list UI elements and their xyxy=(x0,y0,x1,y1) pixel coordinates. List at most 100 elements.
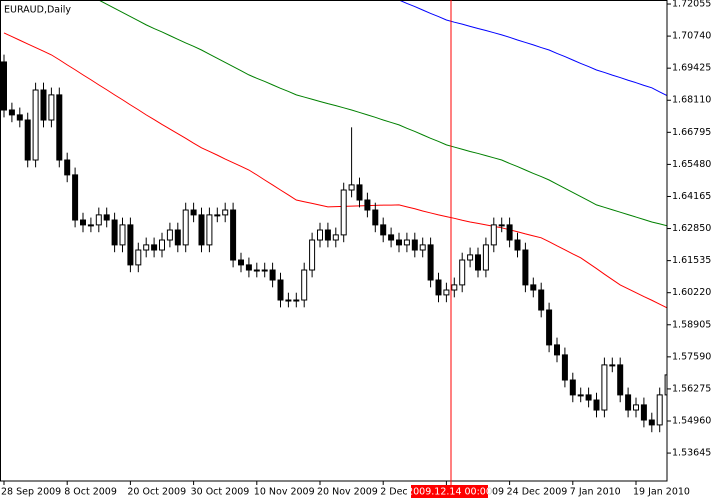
candle-body xyxy=(411,239,418,251)
y-tick-label: 1.56275 xyxy=(672,383,711,394)
candle-body xyxy=(593,399,600,411)
candle-body xyxy=(348,184,355,191)
x-tick-label: 7 Jan 2010 xyxy=(570,487,621,498)
candle-body xyxy=(617,364,624,396)
candle-body xyxy=(467,254,474,261)
candle-body xyxy=(72,174,79,221)
crosshair-label-box xyxy=(411,485,488,498)
candle-body xyxy=(48,94,55,121)
candle-body xyxy=(648,419,655,426)
candle-body xyxy=(403,239,410,246)
plot-border xyxy=(0,0,668,482)
candle-body xyxy=(87,224,94,227)
candle-body xyxy=(253,269,260,272)
axes: 1.72055 1.70740 1.69425 1.68110 1.66795 1.654… xyxy=(1,0,711,498)
candle-body xyxy=(372,209,379,226)
x-tick-label: 20 Oct 2009 xyxy=(127,487,186,498)
candle-body xyxy=(16,114,23,121)
candle-body xyxy=(538,289,545,311)
candle-body xyxy=(293,299,300,302)
candle-body xyxy=(127,224,134,266)
x-tick-label: 8 Oct 2009 xyxy=(64,487,117,498)
candle-body xyxy=(285,299,292,302)
chart-title: EURAUD,Daily xyxy=(4,5,71,16)
candle-body xyxy=(8,109,15,116)
x-tick-label: 2 Dec 2009 xyxy=(380,487,435,498)
candle-body xyxy=(530,284,537,291)
candle-body xyxy=(340,189,347,236)
candle-body xyxy=(103,214,110,221)
candle-body xyxy=(1,61,7,111)
y-tick-label: 1.66795 xyxy=(672,127,711,138)
candle-body xyxy=(609,364,616,367)
candle-body xyxy=(443,289,450,296)
x-tick-label: 20 Nov 2009 xyxy=(317,487,378,498)
candle-body xyxy=(569,379,576,396)
y-tick-label: 1.58905 xyxy=(672,319,711,330)
candle-body xyxy=(206,214,213,246)
y-tick-label: 1.61535 xyxy=(672,255,711,266)
candle-body xyxy=(64,159,71,176)
candle-body xyxy=(32,89,39,161)
candle-body xyxy=(143,244,150,251)
crosshair-label: 2009.12.14 00:00 xyxy=(407,487,492,498)
candle-body xyxy=(419,244,426,251)
y-tick-label: 1.54960 xyxy=(672,415,711,426)
y-tick-label: 1.72055 xyxy=(672,0,711,10)
candle-body xyxy=(522,249,529,286)
candle-body xyxy=(40,89,47,121)
candle-body xyxy=(261,269,268,272)
candle-body xyxy=(222,209,229,216)
candle-body xyxy=(182,209,189,246)
y-tick-label: 1.69425 xyxy=(672,63,711,74)
candle-body xyxy=(640,404,647,421)
candle-body xyxy=(159,239,165,251)
candle-body xyxy=(451,284,458,291)
candle-body xyxy=(561,354,568,381)
y-tick-label: 1.62850 xyxy=(672,223,711,234)
candle-body xyxy=(475,254,481,271)
y-tick-label: 1.53645 xyxy=(672,448,711,459)
candle-body xyxy=(317,229,323,241)
candle-body xyxy=(577,394,584,397)
x-tick-label: 10 Nov 2009 xyxy=(254,487,315,498)
candle-body xyxy=(625,394,632,411)
candle-body xyxy=(554,344,560,356)
candle-body xyxy=(459,259,466,286)
y-tick-label: 1.65480 xyxy=(672,159,711,170)
candle-body xyxy=(482,244,489,271)
candle-body xyxy=(364,199,371,211)
candle-body xyxy=(24,119,31,161)
candle-body xyxy=(633,404,639,411)
candle-body xyxy=(664,374,667,396)
y-tick-label: 1.70740 xyxy=(672,31,711,42)
candle-body xyxy=(277,279,284,301)
candle-body xyxy=(111,219,118,246)
candle-body xyxy=(198,214,205,246)
candle-body xyxy=(506,224,513,241)
candle-body xyxy=(230,209,237,261)
candle-body xyxy=(380,224,387,236)
candle-body xyxy=(151,244,158,251)
candle-body xyxy=(388,234,395,241)
y-tick-label: 1.57590 xyxy=(672,351,711,362)
x-tick-label: 19 Jan 2010 xyxy=(633,487,690,498)
candle-body xyxy=(245,264,252,271)
candle-body xyxy=(135,249,142,266)
candle-body xyxy=(309,239,316,271)
candle-body xyxy=(435,279,442,296)
candle-body xyxy=(190,209,197,216)
candle-body xyxy=(356,184,363,201)
candle-body xyxy=(301,269,308,301)
candle-body xyxy=(324,229,331,241)
moving-average-line xyxy=(98,0,667,227)
plot-area xyxy=(1,0,667,433)
moving-average-line xyxy=(398,0,667,97)
candle-body xyxy=(269,269,276,281)
candle-body xyxy=(166,229,173,241)
candle-body xyxy=(427,244,434,281)
candle-body xyxy=(214,214,221,217)
